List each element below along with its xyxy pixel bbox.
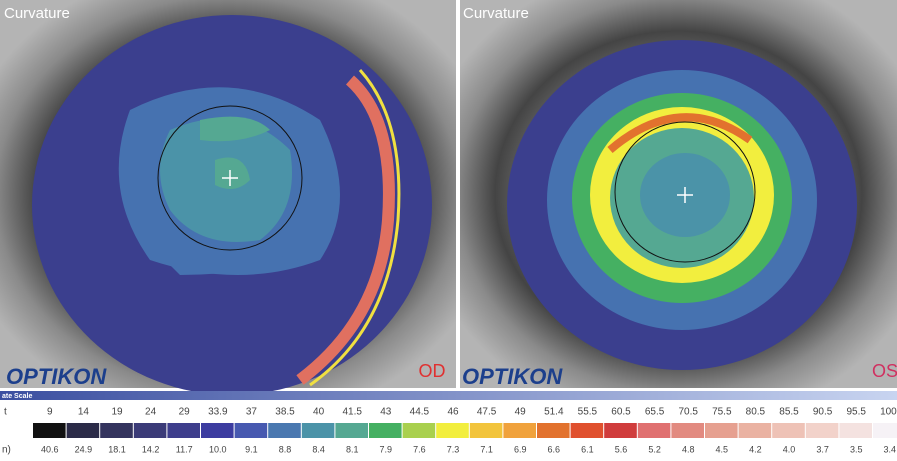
- scale-value: 100.: [880, 407, 897, 418]
- scale-value: 7.9: [380, 444, 393, 454]
- scale-swatch: [638, 423, 671, 438]
- scale-value: 11.7: [176, 444, 193, 454]
- scale-value: 90.5: [813, 407, 833, 418]
- row-label: n): [2, 445, 11, 456]
- scale-swatch: [705, 423, 738, 438]
- scale-value: 4.2: [749, 444, 762, 454]
- scale-value: 49: [515, 407, 527, 418]
- scale-swatch: [235, 423, 268, 438]
- scale-value: 75.5: [712, 407, 732, 418]
- panel-title: Curvature: [4, 5, 70, 22]
- scale-swatch: [100, 423, 133, 438]
- scale-swatch: [369, 423, 402, 438]
- scale-value: 85.5: [779, 407, 799, 418]
- scale-value: 7.6: [413, 444, 426, 454]
- scale-swatch: [67, 423, 100, 438]
- scale-value: 4.5: [716, 444, 729, 454]
- scale-swatch: [806, 423, 839, 438]
- scale-swatch: [302, 423, 335, 438]
- scale-swatch: [403, 423, 436, 438]
- scale-value: 7.1: [480, 444, 493, 454]
- scale-value: 44.5: [410, 407, 430, 418]
- scale-value: 18.1: [108, 444, 126, 454]
- scale-value: 33.9: [208, 407, 228, 418]
- scale-value: 80.5: [746, 407, 766, 418]
- scale-value: 29: [179, 407, 191, 418]
- scale-value: 8.1: [346, 444, 359, 454]
- scale-value: 6.1: [581, 444, 594, 454]
- scale-value: 51.4: [544, 407, 564, 418]
- scale-value: 5.6: [615, 444, 628, 454]
- eye-label: OS: [872, 361, 897, 381]
- scale-swatch: [134, 423, 167, 438]
- scale-value: 3.7: [816, 444, 829, 454]
- scale-swatch: [268, 423, 301, 438]
- scale-swatch: [571, 423, 604, 438]
- scale-value: 7.3: [447, 444, 460, 454]
- scale-bar: [0, 391, 897, 400]
- scale-value: 3.4: [884, 444, 897, 454]
- scale-value: 55.5: [578, 407, 598, 418]
- screen: Curvature OD OPTIKON Curvature OS OPTIKO…: [0, 0, 897, 456]
- scale-value: 14.2: [142, 444, 160, 454]
- scale-value: 41.5: [342, 407, 362, 418]
- scale-value: 9.1: [245, 444, 258, 454]
- scale-value: 6.9: [514, 444, 527, 454]
- scale-value: 24.9: [75, 444, 93, 454]
- right-panel: Curvature OS OPTIKON: [460, 0, 897, 389]
- row-label: t: [4, 407, 7, 418]
- scale-value: 24: [145, 407, 157, 418]
- scale-value: 70.5: [678, 407, 698, 418]
- scale-value: 95.5: [846, 407, 866, 418]
- scale-value: 10.0: [209, 444, 227, 454]
- scale-swatch: [436, 423, 469, 438]
- scale-value: 46: [447, 407, 459, 418]
- scale-value: 9: [47, 407, 53, 418]
- scale-value: 60.5: [611, 407, 631, 418]
- scale-swatch: [33, 423, 66, 438]
- scale-value: 3.5: [850, 444, 863, 454]
- scale-value: 6.6: [548, 444, 561, 454]
- scale-swatch: [335, 423, 368, 438]
- scale-value: 43: [380, 407, 392, 418]
- scale-value: 8.8: [279, 444, 292, 454]
- scale-value: 40: [313, 407, 325, 418]
- scale-value: 4.0: [783, 444, 796, 454]
- scale-swatch: [839, 423, 872, 438]
- scale-value: 19: [111, 407, 123, 418]
- scale-swatch: [604, 423, 637, 438]
- logo: OPTIKON: [462, 364, 563, 389]
- scale-value: 4.8: [682, 444, 695, 454]
- scale-value: 5.2: [648, 444, 661, 454]
- scale-swatch: [201, 423, 234, 438]
- scale-swatch: [772, 423, 805, 438]
- scale-cells: 9 14 19 24 29 33.9 37 38.5 40 41.5 43 44.5 46 47.5 49 5…: [33, 407, 897, 455]
- scale-swatch: [537, 423, 570, 438]
- scale-value: 47.5: [477, 407, 497, 418]
- divider: [456, 0, 460, 388]
- logo: OPTIKON: [6, 364, 107, 389]
- scale-swatch: [739, 423, 772, 438]
- scale-swatch: [167, 423, 200, 438]
- scale-value: 38.5: [275, 407, 295, 418]
- scale-value: 37: [246, 407, 258, 418]
- scale-value: 40.6: [41, 444, 59, 454]
- scale-value: 14: [78, 407, 90, 418]
- panel-title: Curvature: [463, 5, 529, 22]
- left-panel: Curvature OD OPTIKON: [0, 0, 456, 395]
- eye-label: OD: [419, 361, 446, 381]
- scale-swatch: [873, 423, 897, 438]
- scale-title: ate Scale: [2, 393, 32, 400]
- scale-swatch: [671, 423, 704, 438]
- scale-value: 8.4: [312, 444, 325, 454]
- scale-swatch: [470, 423, 503, 438]
- scale-value: 65.5: [645, 407, 665, 418]
- scale-swatch: [503, 423, 536, 438]
